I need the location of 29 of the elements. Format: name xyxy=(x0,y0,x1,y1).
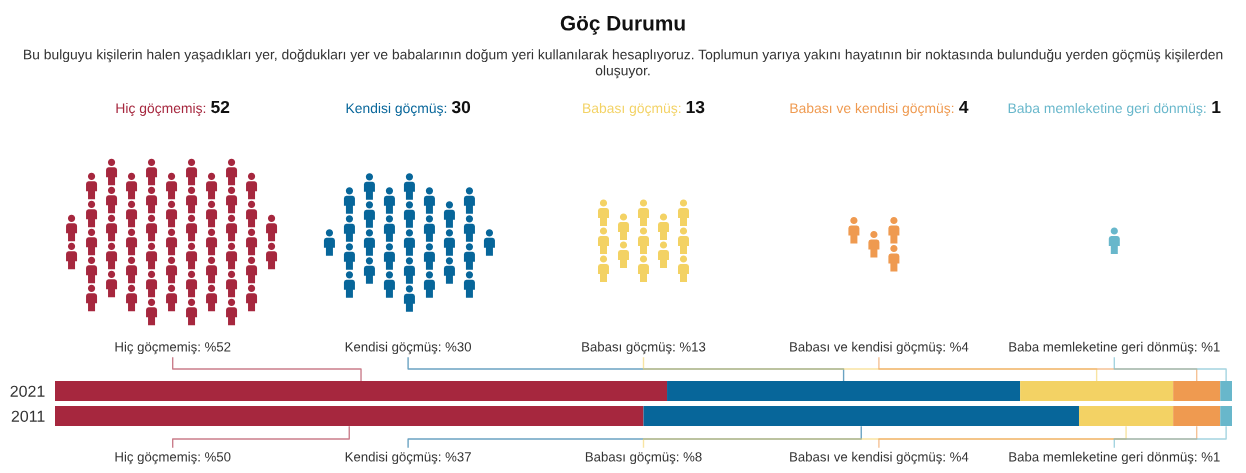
data-label: Babası göçmüş: %8 xyxy=(585,451,702,465)
data-label: Babası ve kendisi göçmüş: %4 xyxy=(790,451,969,465)
bar xyxy=(1220,406,1232,426)
data-label: Baba memleketine geri dönmüş: %1 xyxy=(1009,341,1220,355)
data-label: Hiç göçmemiş: 52 xyxy=(116,100,230,116)
bar xyxy=(55,381,668,401)
bar xyxy=(1078,406,1174,426)
bar xyxy=(1173,381,1221,401)
data-label: Baba memleketine geri dönmüş: 1 xyxy=(1008,101,1221,116)
y-tick-label: 2021 xyxy=(10,385,45,397)
text: Göç Durumu xyxy=(560,15,685,35)
data-label: Babası göçmüş: 13 xyxy=(583,100,705,116)
data-label: Babası göçmüş: %13 xyxy=(582,341,706,355)
data-label: Hiç göçmemiş: %52 xyxy=(115,341,231,355)
data-label: Kendisi göçmüş: %37 xyxy=(345,451,471,465)
y-tick-label: 2011 xyxy=(11,410,45,422)
bar xyxy=(1020,381,1174,401)
bar xyxy=(1173,406,1221,426)
data-label: Baba memleketine geri dönmüş: %1 xyxy=(1009,451,1220,465)
data-label: Kendisi göçmüş: 30 xyxy=(346,100,471,116)
data-label: Hiç göçmemiş: %50 xyxy=(115,451,231,465)
data-label: Kendisi göçmüş: %30 xyxy=(345,341,472,355)
data-label: Babası ve kendisi göçmüş: %4 xyxy=(790,341,969,355)
bar xyxy=(667,381,1021,401)
data-label: Babası ve kendisi göçmüş: 4 xyxy=(790,101,969,116)
bar xyxy=(1220,381,1232,401)
text: Bu bulguyu kişilerin halen yaşadıkları yer, doğdukları yer ve babalarının doğum yeri kullanılarak hesaplıyoruz. Toplumun yarıya yakını hayatının bir noktasında bulunduğu yerden göçmüş kişilerden oluşuyor. xyxy=(24,49,1223,79)
bar xyxy=(643,406,1079,426)
bar xyxy=(55,406,644,426)
